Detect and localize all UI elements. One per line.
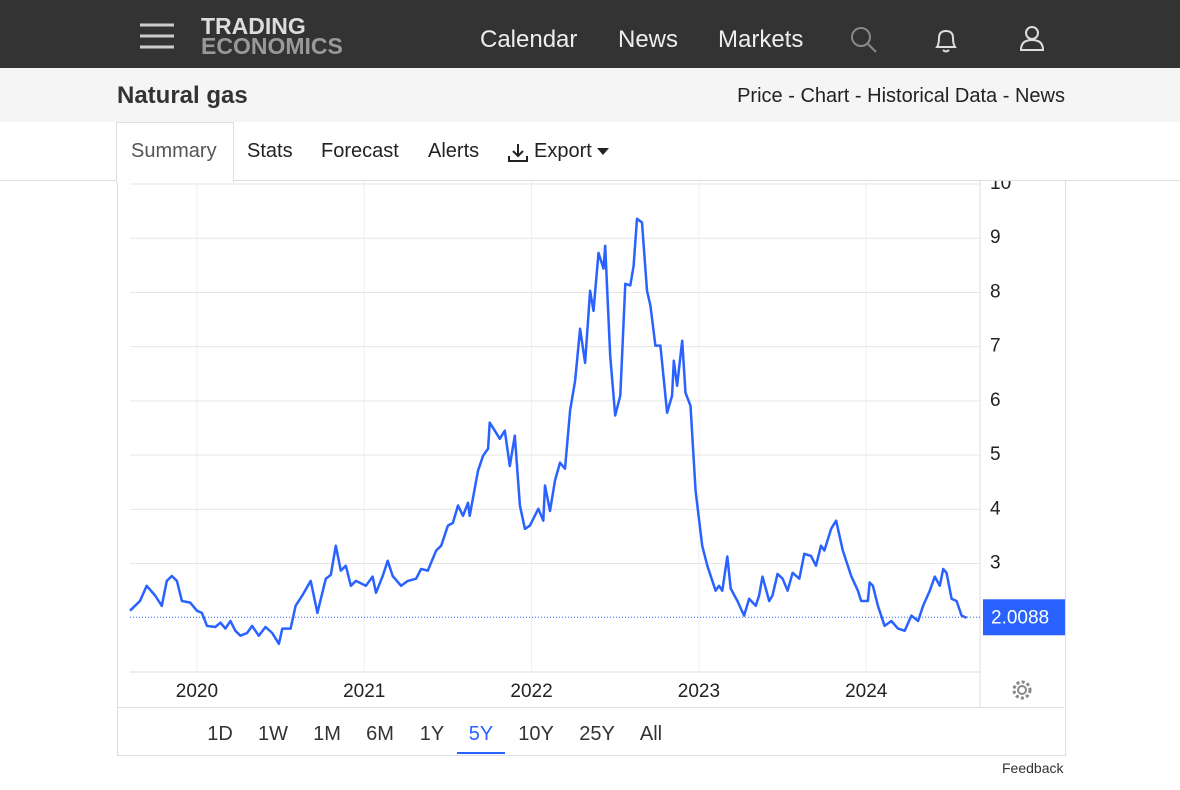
last-price-label: 2.0088	[991, 607, 1049, 628]
link[interactable]: Historical Data	[867, 85, 998, 107]
range-button[interactable]: 1Y	[419, 723, 445, 745]
user-icon[interactable]	[1019, 25, 1045, 53]
y-tick-label: 6	[990, 390, 1001, 411]
caret	[597, 148, 609, 155]
nav-item[interactable]: Markets	[718, 26, 804, 53]
sub-header	[0, 68, 1180, 123]
logo-top: TRADING	[201, 13, 306, 39]
settings-icon[interactable]	[1010, 678, 1034, 702]
y-tick-label: 10	[990, 180, 1011, 194]
link[interactable]: News	[1014, 85, 1065, 107]
separator: -	[1002, 85, 1010, 107]
y-tick-label: 9	[990, 227, 1001, 248]
logo-bottom: ECONOMICS	[201, 33, 343, 59]
menu-icon[interactable]	[140, 22, 174, 50]
range-button[interactable]: 5Y	[457, 723, 505, 754]
range-button[interactable]: 1D	[207, 723, 233, 745]
range-button[interactable]: 6M	[366, 723, 394, 745]
tab[interactable]: Summary	[131, 140, 217, 162]
x-tick-label: 2024	[845, 681, 888, 702]
tab[interactable]: Export	[534, 140, 592, 162]
page-title: Natural gas	[117, 82, 248, 109]
tab[interactable]: Alerts	[428, 140, 480, 162]
tab[interactable]: Forecast	[321, 140, 399, 162]
y-tick-label: 5	[990, 444, 1001, 465]
x-tick-label: 2020	[176, 681, 218, 702]
y-tick-label: 4	[990, 498, 1001, 519]
active-tab	[116, 122, 234, 183]
tab[interactable]: Stats	[247, 140, 293, 162]
logo[interactable]: TRADING ECONOMICS	[201, 13, 343, 59]
nav-item[interactable]: Calendar	[480, 26, 578, 53]
chart-box	[117, 180, 1066, 756]
range-button[interactable]: 1W	[258, 723, 288, 745]
search-icon[interactable]	[850, 26, 878, 54]
chart: 3 4 5 6 7 8 9 10 2020 2021 2022 2023 2024 2.0088	[129, 180, 1065, 707]
range-button[interactable]: 25Y	[579, 723, 615, 745]
y-tick-label: 8	[990, 281, 1001, 302]
download-icon	[508, 144, 528, 162]
range-button[interactable]: 10Y	[518, 723, 554, 745]
price-line	[129, 217, 968, 646]
bell-icon[interactable]	[933, 27, 959, 55]
separator: -	[854, 85, 862, 107]
range-divider	[117, 707, 1064, 708]
link[interactable]: Chart	[800, 85, 850, 107]
x-tick-label: 2023	[678, 681, 720, 702]
feedback[interactable]: Feedback	[1002, 760, 1064, 776]
top-bar	[0, 0, 1180, 68]
nav-item[interactable]: News	[618, 26, 679, 53]
range-button[interactable]: All	[639, 723, 663, 745]
link[interactable]: Price	[737, 85, 783, 107]
header-links: Price - Chart - Historical Data - News	[737, 85, 1065, 108]
x-tick-label: 2021	[343, 681, 385, 702]
y-tick-label: 3	[990, 553, 1001, 574]
separator: -	[788, 85, 795, 107]
last-price-box	[983, 599, 1065, 636]
x-tick-label: 2022	[510, 681, 552, 702]
range-button[interactable]: 1M	[313, 723, 341, 745]
y-tick-label: 7	[990, 336, 1001, 357]
